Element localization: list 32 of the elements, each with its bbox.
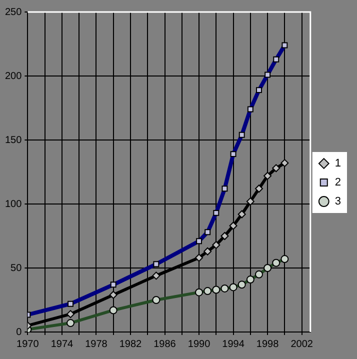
x-tick-label: 1986 xyxy=(154,338,176,350)
point xyxy=(280,159,289,168)
y-tick-label: 50 xyxy=(10,262,22,274)
x-tick-label: 1990 xyxy=(188,338,211,350)
y-tick-label: 100 xyxy=(4,198,22,210)
point xyxy=(152,272,160,280)
point xyxy=(109,290,118,299)
point xyxy=(272,164,280,172)
y-tick-label: 150 xyxy=(4,134,22,146)
y-tick-label: 250 xyxy=(4,6,22,18)
x-tick-label: 2002 xyxy=(290,338,314,350)
point xyxy=(238,210,246,218)
legend-label: 3 xyxy=(334,196,342,208)
x-tick-label: 1998 xyxy=(256,338,280,350)
point xyxy=(66,310,75,318)
x-tick-label: 1970 xyxy=(16,338,40,350)
point xyxy=(204,247,212,256)
point xyxy=(195,254,204,262)
point xyxy=(220,232,229,240)
x-tick-label: 1978 xyxy=(85,338,108,350)
legend-label: 1 xyxy=(334,158,342,170)
x-tick-label: 1982 xyxy=(119,338,142,350)
y-tick-label: 0 xyxy=(16,326,22,338)
point xyxy=(246,197,254,206)
point xyxy=(229,222,238,230)
point xyxy=(254,184,263,193)
y-tick-label: 200 xyxy=(4,70,22,82)
point xyxy=(264,172,272,180)
point xyxy=(212,240,220,249)
x-tick-label: 1994 xyxy=(222,338,245,350)
x-tick-label: 1974 xyxy=(50,338,74,350)
legend-label: 2 xyxy=(334,176,342,189)
